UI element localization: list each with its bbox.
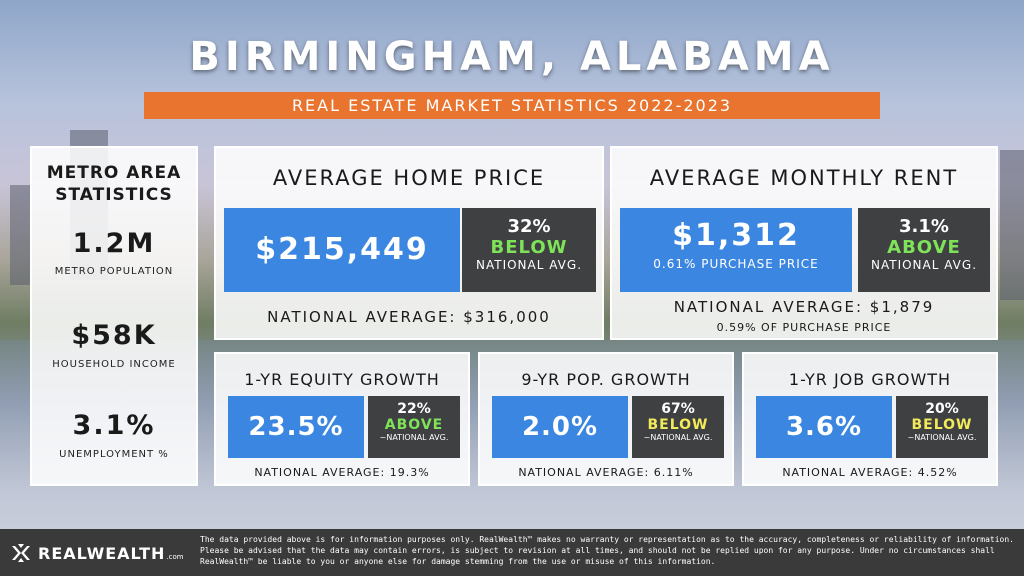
job-growth-heading: 1-YR JOB GROWTH xyxy=(788,370,952,389)
job-growth-value: 3.6% xyxy=(756,396,892,458)
skyline-building xyxy=(1000,150,1024,300)
home-price-card: AVERAGE HOME PRICE $215,449 32% BELOW NA… xyxy=(214,146,604,340)
job-growth-card: 1-YR JOB GROWTH 3.6% 20% BELOW ~NATIONAL… xyxy=(742,352,998,486)
realwealth-logo[interactable]: REALWEALTH .com xyxy=(10,541,184,565)
rent-compare: 3.1% ABOVE NATIONAL AVG. xyxy=(858,208,990,292)
job-growth-compare-word: BELOW xyxy=(911,417,973,433)
metro-stats-panel: METRO AREA STATISTICS 1.2M METRO POPULAT… xyxy=(30,146,198,486)
household-income-label: HOUSEHOLD INCOME xyxy=(52,359,176,370)
rent-national-sub: 0.59% OF PURCHASE PRICE xyxy=(716,321,892,334)
population-heading: 9-YR POP. GROWTH xyxy=(521,370,691,389)
population-compare-pct: 67% xyxy=(661,401,695,417)
rent-card: AVERAGE MONTHLY RENT $1,312 0.61% PURCHA… xyxy=(610,146,998,340)
disclaimer-text: The data provided above is for informati… xyxy=(200,535,1014,566)
equity-compare-label: ~NATIONAL AVG. xyxy=(379,433,449,442)
realwealth-brand-suffix: .com xyxy=(166,553,184,561)
realwealth-logo-icon xyxy=(10,542,32,564)
metro-heading-line2: STATISTICS xyxy=(55,185,173,205)
metro-population-value: 1.2M xyxy=(72,228,156,259)
home-price-compare-word: BELOW xyxy=(490,237,568,258)
realwealth-brand: REALWEALTH xyxy=(38,543,166,563)
home-price-compare-label: NATIONAL AVG. xyxy=(475,258,583,272)
page-title: BIRMINGHAM, ALABAMA xyxy=(189,34,835,80)
equity-compare-pct: 22% xyxy=(397,401,431,417)
metro-heading-line1: METRO AREA xyxy=(46,163,182,183)
equity-compare: 22% ABOVE ~NATIONAL AVG. xyxy=(368,396,460,458)
population-compare: 67% BELOW ~NATIONAL AVG. xyxy=(632,396,724,458)
home-price-heading: AVERAGE HOME PRICE xyxy=(272,166,546,190)
job-growth-compare-pct: 20% xyxy=(925,401,959,417)
population-card: 9-YR POP. GROWTH 2.0% 67% BELOW ~NATIONA… xyxy=(478,352,734,486)
job-growth-compare-label: ~NATIONAL AVG. xyxy=(907,433,977,442)
metro-population-label: METRO POPULATION xyxy=(54,266,174,277)
home-price-compare: 32% BELOW NATIONAL AVG. xyxy=(462,208,596,292)
rent-compare-word: ABOVE xyxy=(887,237,961,258)
population-national-avg: NATIONAL AVERAGE: 6.11% xyxy=(518,466,694,479)
rent-value-sub: 0.61% PURCHASE PRICE xyxy=(653,257,819,271)
equity-heading: 1-YR EQUITY GROWTH xyxy=(244,370,440,389)
metro-stats-heading: METRO AREA STATISTICS xyxy=(32,162,196,206)
job-growth-national-avg: NATIONAL AVERAGE: 4.52% xyxy=(782,466,958,479)
rent-national-avg: NATIONAL AVERAGE: $1,879 xyxy=(673,298,935,316)
job-growth-compare: 20% BELOW ~NATIONAL AVG. xyxy=(896,396,988,458)
equity-card: 1-YR EQUITY GROWTH 23.5% 22% ABOVE ~NATI… xyxy=(214,352,470,486)
rent-heading: AVERAGE MONTHLY RENT xyxy=(649,166,959,190)
population-value: 2.0% xyxy=(492,396,628,458)
subtitle-banner: REAL ESTATE MARKET STATISTICS 2022-2023 xyxy=(144,92,880,119)
population-compare-word: BELOW xyxy=(647,417,709,433)
rent-value-box: $1,312 0.61% PURCHASE PRICE xyxy=(620,208,852,292)
population-compare-label: ~NATIONAL AVG. xyxy=(643,433,713,442)
footer-bar: REALWEALTH .com The data provided above … xyxy=(0,529,1024,576)
rent-value: $1,312 xyxy=(672,218,800,253)
skyline-building xyxy=(10,185,30,285)
home-price-national-avg: NATIONAL AVERAGE: $316,000 xyxy=(267,308,551,326)
equity-value: 23.5% xyxy=(228,396,364,458)
unemployment-label: UNEMPLOYMENT % xyxy=(59,449,169,460)
rent-compare-label: NATIONAL AVG. xyxy=(870,258,978,272)
rent-compare-pct: 3.1% xyxy=(899,216,949,237)
household-income-value: $58K xyxy=(71,320,157,351)
home-price-value: $215,449 xyxy=(224,208,460,292)
equity-compare-word: ABOVE xyxy=(384,417,444,433)
home-price-compare-pct: 32% xyxy=(507,216,551,237)
unemployment-value: 3.1% xyxy=(72,410,156,441)
equity-national-avg: NATIONAL AVERAGE: 19.3% xyxy=(254,466,430,479)
